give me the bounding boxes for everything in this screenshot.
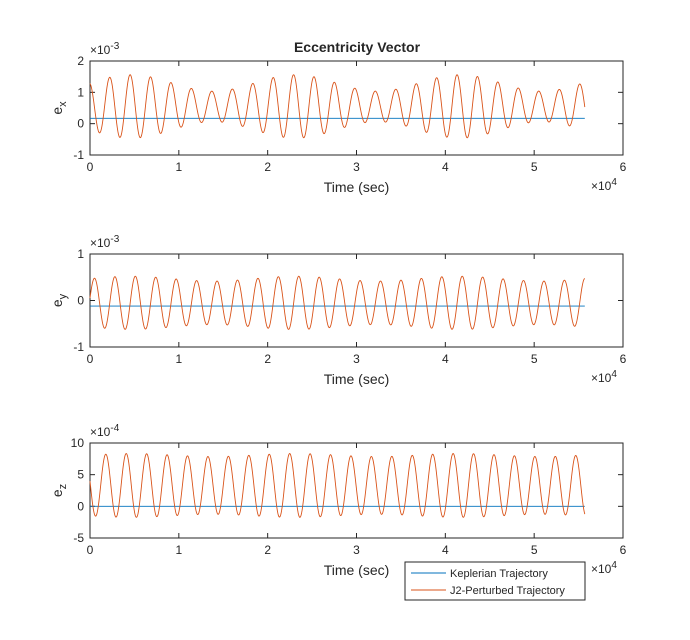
x-tick-label: 6 xyxy=(620,352,627,366)
x-tick-label: 6 xyxy=(620,543,627,557)
x-tick-label: 2 xyxy=(264,160,271,174)
x-tick-label: 1 xyxy=(175,352,182,366)
series-line-j2-perturbed-trajectory xyxy=(89,453,586,518)
x-tick-label: 0 xyxy=(87,543,94,557)
legend-label-keplerian: Keplerian Trajectory xyxy=(450,568,548,580)
x-tick-label: 3 xyxy=(353,543,360,557)
y-tick-label: 5 xyxy=(77,468,84,482)
x-tick-label: 3 xyxy=(353,352,360,366)
y-axis-label: ey xyxy=(49,293,69,307)
x-axis-label: Time (sec) xyxy=(324,562,390,578)
x-tick-label: 4 xyxy=(442,160,449,174)
x-tick-label: 5 xyxy=(531,352,538,366)
x-axis-label: Time (sec) xyxy=(324,179,390,195)
x-tick-label: 4 xyxy=(442,352,449,366)
y-tick-label: 2 xyxy=(77,54,84,68)
y-tick-label: 0 xyxy=(77,294,84,308)
y-tick-label: 0 xyxy=(77,499,84,513)
x-tick-label: 5 xyxy=(531,160,538,174)
y-tick-label: -1 xyxy=(73,340,84,354)
x-tick-label: 3 xyxy=(353,160,360,174)
x-tick-label: 5 xyxy=(531,543,538,557)
x-axis-exponent: ×104 xyxy=(591,177,617,193)
legend-box xyxy=(404,561,586,601)
y-axis-label: ez xyxy=(49,484,69,497)
x-axis-exponent: ×104 xyxy=(591,369,617,385)
y-tick-label: -5 xyxy=(73,531,84,545)
x-tick-label: 0 xyxy=(87,352,94,366)
y-tick-label: -1 xyxy=(73,148,84,162)
y-axis-exponent: ×10-3 xyxy=(90,41,120,57)
y-axis-exponent: ×10-3 xyxy=(90,234,120,250)
series-line-j2-perturbed-trajectory xyxy=(89,74,586,139)
x-tick-label: 2 xyxy=(264,352,271,366)
x-axis-label: Time (sec) xyxy=(324,371,390,387)
legend: Keplerian Trajectory J2-Perturbed Trajec… xyxy=(404,561,586,601)
figure-title: Eccentricity Vector xyxy=(294,39,421,55)
y-axis-exponent: ×10-4 xyxy=(90,423,120,439)
y-tick-label: 1 xyxy=(77,247,84,261)
x-tick-label: 1 xyxy=(175,543,182,557)
x-tick-label: 6 xyxy=(620,160,627,174)
x-axis-exponent: ×104 xyxy=(591,560,617,576)
y-tick-label: 1 xyxy=(77,85,84,99)
series-line-j2-perturbed-trajectory xyxy=(89,275,586,330)
y-tick-label: 10 xyxy=(71,436,85,450)
x-tick-label: 0 xyxy=(87,160,94,174)
y-tick-label: 0 xyxy=(77,117,84,131)
x-tick-label: 4 xyxy=(442,543,449,557)
x-tick-label: 1 xyxy=(175,160,182,174)
y-axis-label: ex xyxy=(49,101,69,115)
x-tick-label: 2 xyxy=(264,543,271,557)
legend-label-j2: J2-Perturbed Trajectory xyxy=(450,585,565,597)
